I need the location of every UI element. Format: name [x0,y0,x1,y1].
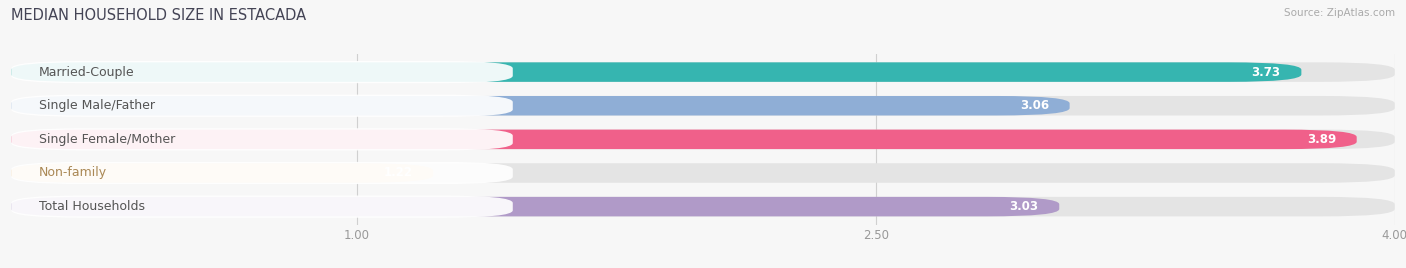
FancyBboxPatch shape [11,196,513,218]
Text: 1.22: 1.22 [384,166,412,180]
Text: Non-family: Non-family [39,166,107,180]
FancyBboxPatch shape [11,62,1395,82]
Text: 3.73: 3.73 [1251,66,1281,79]
Text: Total Households: Total Households [39,200,145,213]
Text: Single Male/Father: Single Male/Father [39,99,155,112]
Text: Married-Couple: Married-Couple [39,66,135,79]
FancyBboxPatch shape [11,128,513,150]
Text: Source: ZipAtlas.com: Source: ZipAtlas.com [1284,8,1395,18]
FancyBboxPatch shape [11,61,513,83]
Text: 3.89: 3.89 [1306,133,1336,146]
FancyBboxPatch shape [11,96,1070,116]
FancyBboxPatch shape [11,197,1059,216]
Text: MEDIAN HOUSEHOLD SIZE IN ESTACADA: MEDIAN HOUSEHOLD SIZE IN ESTACADA [11,8,307,23]
Text: 3.03: 3.03 [1010,200,1039,213]
FancyBboxPatch shape [11,163,1395,183]
FancyBboxPatch shape [11,96,1395,116]
FancyBboxPatch shape [11,130,1357,149]
FancyBboxPatch shape [11,162,513,184]
FancyBboxPatch shape [11,163,433,183]
Text: 3.06: 3.06 [1019,99,1049,112]
FancyBboxPatch shape [11,62,1302,82]
FancyBboxPatch shape [11,130,1395,149]
FancyBboxPatch shape [11,95,513,117]
Text: Single Female/Mother: Single Female/Mother [39,133,176,146]
FancyBboxPatch shape [11,197,1395,216]
